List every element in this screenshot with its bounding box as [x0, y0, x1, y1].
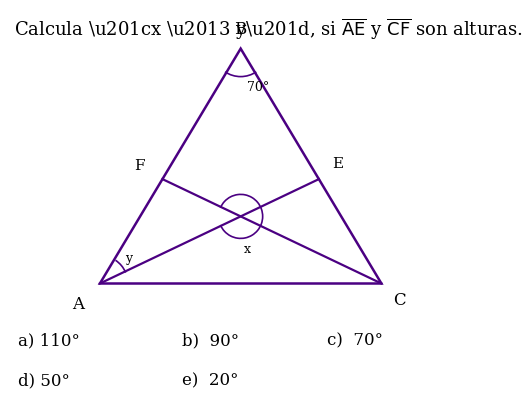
- Text: Calcula \u201cx \u2013 y\u201d, si $\overline{\mathrm{AE}}$ y $\overline{\mathrm: Calcula \u201cx \u2013 y\u201d, si $\ove…: [14, 16, 522, 42]
- Text: a) 110°: a) 110°: [18, 332, 80, 349]
- Text: C: C: [393, 292, 406, 309]
- Text: A: A: [72, 296, 84, 313]
- Text: F: F: [134, 159, 144, 173]
- Text: x: x: [244, 243, 251, 256]
- Text: B: B: [234, 21, 247, 38]
- Text: c)  70°: c) 70°: [327, 332, 383, 349]
- Text: E: E: [333, 157, 344, 171]
- Text: 70°: 70°: [248, 81, 270, 94]
- Text: e)  20°: e) 20°: [182, 373, 238, 390]
- Text: d) 50°: d) 50°: [18, 373, 70, 390]
- Text: y: y: [125, 252, 132, 265]
- Text: b)  90°: b) 90°: [182, 332, 239, 349]
